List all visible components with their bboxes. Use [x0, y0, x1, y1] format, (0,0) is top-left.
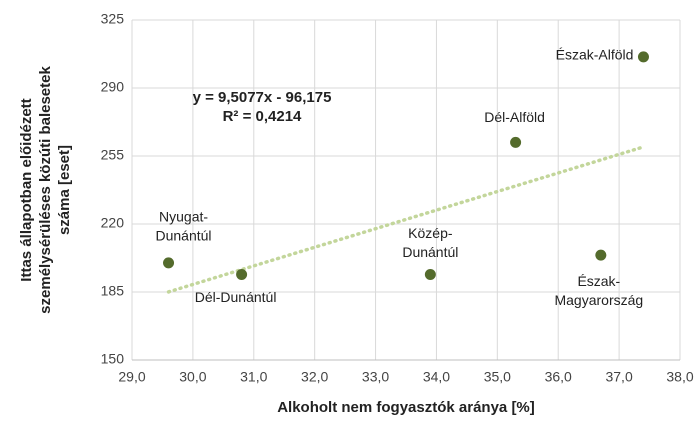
x-tick-label: 34,0 [423, 369, 450, 385]
y-axis-label: Ittas állapotban előidézett [18, 98, 35, 281]
y-axis-label: személysérüléses közúti balesetek [37, 66, 54, 314]
x-tick-label: 29,0 [118, 369, 145, 385]
point-label: Közép- [408, 225, 453, 241]
point [510, 136, 522, 148]
y-axis-label: száma [eset] [56, 145, 73, 235]
x-tick-label: 35,0 [484, 369, 511, 385]
point-label: Dél-Alföld [484, 109, 545, 125]
point [595, 249, 607, 261]
trend-r2: R² = 0,4214 [223, 108, 302, 125]
y-tick-label: 150 [101, 351, 125, 367]
trendline [166, 145, 646, 294]
x-tick-label: 33,0 [362, 369, 389, 385]
point [236, 269, 248, 281]
y-tick-label: 325 [101, 11, 125, 27]
x-tick-label: 31,0 [240, 369, 267, 385]
x-tick-label: 36,0 [545, 369, 572, 385]
x-tick-label: 38,0 [666, 369, 693, 385]
trend-equation: y = 9,5077x - 96,175 [193, 89, 332, 106]
y-tick-label: 220 [101, 215, 125, 231]
x-tick-label: 37,0 [605, 369, 632, 385]
point-label: Észak-Alföld [556, 47, 634, 63]
point [637, 51, 649, 63]
y-tick-label: 290 [101, 79, 125, 95]
y-tick-label: 255 [101, 147, 125, 163]
point-label: Dél-Dunántúl [195, 289, 277, 305]
point-label: Dunántúl [156, 228, 212, 244]
point-label: Nyugat- [159, 209, 208, 225]
x-tick-label: 32,0 [301, 369, 328, 385]
point [424, 269, 436, 281]
y-tick-label: 185 [101, 283, 125, 299]
point-label: Dunántúl [402, 244, 458, 260]
point [163, 257, 175, 269]
x-axis-label: Alkoholt nem fogyasztók aránya [%] [277, 399, 535, 416]
point-label: Magyarország [554, 292, 643, 308]
point-label: Észak- [577, 273, 620, 289]
x-tick-label: 30,0 [179, 369, 206, 385]
